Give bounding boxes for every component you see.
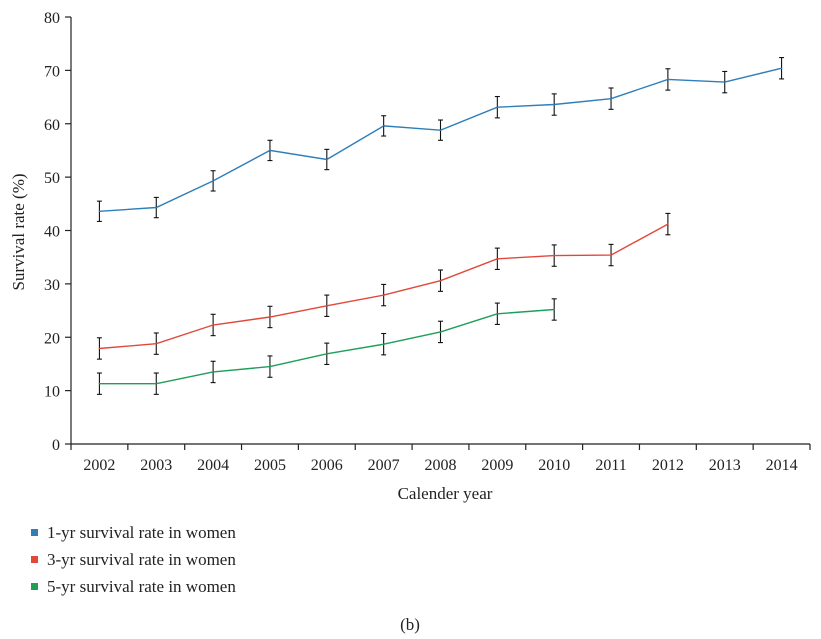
data-point [439,331,442,333]
y-tick-label: 30 [44,277,60,294]
data-point [269,149,271,152]
data-point [496,106,499,109]
data-point [780,67,783,70]
series-layer [96,57,785,395]
data-point [98,347,101,350]
data-point [382,294,385,296]
x-tick-label: 2012 [652,457,684,474]
x-tick-label: 2011 [595,457,626,474]
data-point [98,382,101,385]
data-point [269,365,271,368]
legend: 1-yr survival rate in women 3-yr survival… [31,523,236,596]
data-point [155,382,158,385]
data-point [553,254,555,257]
data-point [610,254,612,256]
y-axis: 0 10 20 30 40 50 60 70 80 [44,10,72,454]
data-point [269,316,271,318]
series-3 [96,298,557,395]
data-point [155,206,158,209]
data-point [667,223,669,225]
y-tick-label: 0 [52,437,60,454]
y-tick-label: 60 [44,117,60,134]
data-point [553,103,555,106]
data-point [326,304,328,307]
series-1 [96,57,785,222]
data-point [723,81,726,83]
y-tick-label: 10 [44,384,60,401]
data-point [212,371,214,373]
x-tick-label: 2004 [197,457,229,474]
x-axis-title: Calender year [398,484,493,503]
y-tick-label: 40 [44,224,60,241]
x-tick-label: 2014 [766,457,798,474]
data-point [496,312,499,315]
data-point [212,180,214,182]
data-point [439,279,442,282]
series-2 [96,212,671,360]
legend-swatch [31,556,38,563]
x-tick-label: 2009 [481,457,513,474]
legend-label: 1-yr survival rate in women [47,523,236,542]
x-tick-label: 2013 [709,457,741,474]
data-point [212,324,214,326]
data-point [667,78,669,81]
data-point [496,257,499,260]
x-tick-label: 2006 [311,457,343,474]
data-point [382,125,385,127]
x-tick-label: 2008 [425,457,457,474]
x-tick-label: 2010 [538,457,570,474]
x-tick-label: 2002 [83,457,115,474]
figure-caption: (b) [400,615,420,634]
data-point [326,158,328,161]
y-tick-label: 20 [44,330,60,347]
y-axis-title: Survival rate (%) [9,173,28,290]
data-point [98,210,101,213]
y-tick-label: 70 [44,63,60,80]
data-point [610,97,612,100]
data-point [155,342,158,345]
x-tick-label: 2003 [140,457,172,474]
x-tick-label: 2007 [368,457,400,474]
legend-label: 3-yr survival rate in women [47,550,236,569]
y-tick-label: 80 [44,10,60,27]
legend-swatch [31,583,38,590]
x-axis: 2002 2003 2004 2005 2006 2007 2008 2009 2010 2011… [70,443,811,474]
legend-label: 5-yr survival rate in women [47,577,236,596]
x-tick-label: 2005 [254,457,286,474]
data-point [439,129,442,131]
data-point [326,352,328,355]
legend-swatch [31,529,38,536]
y-tick-label: 50 [44,170,60,187]
data-point [553,308,555,311]
data-point [382,343,385,345]
